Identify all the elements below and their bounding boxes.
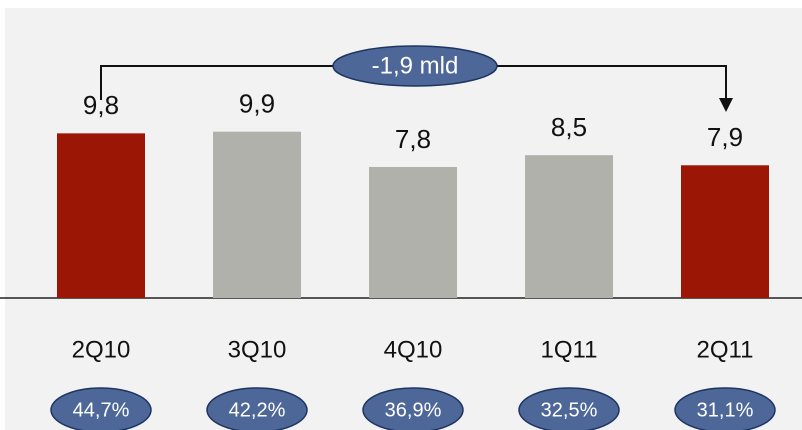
ratio-label: 42,2% [229, 399, 286, 421]
ratio-bubble [206, 387, 308, 430]
value-label: 7,8 [395, 124, 431, 154]
bar [57, 133, 145, 298]
bar [681, 165, 769, 298]
value-label: 8,5 [551, 112, 587, 142]
value-label: 7,9 [707, 122, 743, 152]
ratio-label: 44,7% [73, 399, 130, 421]
ratio-bubble [518, 387, 620, 430]
annotation-bubble [332, 45, 498, 87]
x-tick-label: 2Q11 [697, 336, 754, 363]
annotation: -1,9 mld [372, 52, 459, 79]
ratio-label: 31,1% [697, 399, 754, 421]
bar [525, 155, 613, 298]
ratio-bubble [674, 387, 776, 430]
ratio-label: 36,9% [385, 399, 442, 421]
ratio-bubble [50, 387, 152, 430]
x-tick-label: 2Q10 [72, 336, 131, 363]
value-label: 9,9 [239, 89, 275, 119]
bar [369, 166, 457, 298]
x-tick-label: 1Q11 [541, 336, 598, 363]
ratio-bubble [362, 387, 464, 430]
arrow-head [719, 98, 733, 112]
bar [213, 131, 301, 298]
x-tick-label: 4Q10 [384, 336, 443, 363]
x-tick-label: 3Q10 [228, 336, 287, 363]
ratio-label: 32,5% [541, 399, 598, 421]
value-label: 9,8 [83, 90, 119, 120]
